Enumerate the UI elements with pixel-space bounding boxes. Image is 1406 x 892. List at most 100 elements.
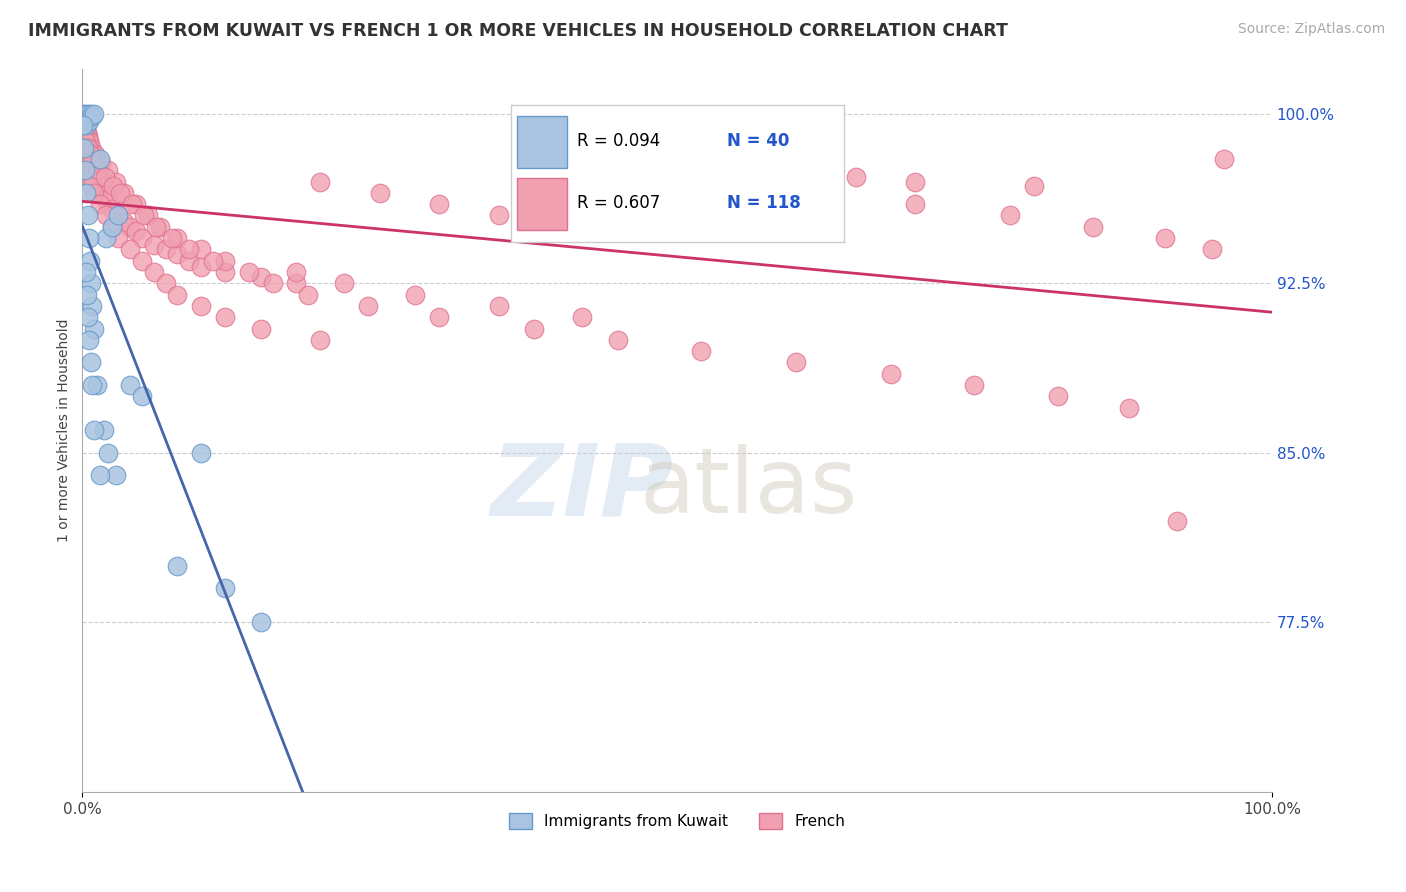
Point xyxy=(125,224,148,238)
Point xyxy=(1213,152,1236,166)
Point xyxy=(214,265,236,279)
Point xyxy=(149,219,172,234)
Point xyxy=(547,219,569,234)
Point xyxy=(262,277,284,291)
Point xyxy=(75,265,97,279)
Point xyxy=(77,129,100,144)
Point xyxy=(101,219,124,234)
Point xyxy=(214,582,236,596)
Point xyxy=(121,197,143,211)
Point xyxy=(79,134,101,148)
Point xyxy=(1046,389,1069,403)
Point xyxy=(297,287,319,301)
Point xyxy=(89,468,111,483)
Point xyxy=(80,378,103,392)
Point xyxy=(107,209,129,223)
Text: Source: ZipAtlas.com: Source: ZipAtlas.com xyxy=(1237,22,1385,37)
Point xyxy=(1022,179,1045,194)
Point xyxy=(75,163,97,178)
Point xyxy=(76,287,98,301)
Point xyxy=(72,107,94,121)
Text: atlas: atlas xyxy=(640,444,858,533)
Point xyxy=(427,197,450,211)
Point xyxy=(76,209,98,223)
Point xyxy=(73,129,96,144)
Point xyxy=(94,193,117,207)
Point xyxy=(155,243,177,257)
Point xyxy=(904,197,927,211)
Point xyxy=(214,253,236,268)
Point xyxy=(166,231,188,245)
Point xyxy=(118,378,141,392)
Point xyxy=(190,243,212,257)
Point xyxy=(134,209,156,223)
Point xyxy=(89,175,111,189)
Point xyxy=(77,310,100,325)
Point xyxy=(84,147,107,161)
Point xyxy=(142,265,165,279)
Point xyxy=(142,238,165,252)
Point xyxy=(73,141,96,155)
Point xyxy=(785,355,807,369)
Point xyxy=(83,156,105,170)
Point xyxy=(86,378,108,392)
Point xyxy=(76,112,98,126)
Point xyxy=(880,367,903,381)
Point xyxy=(79,253,101,268)
Point xyxy=(309,175,332,189)
Point xyxy=(488,299,510,313)
Point xyxy=(285,277,308,291)
Point xyxy=(202,253,225,268)
Point xyxy=(249,615,271,630)
Point xyxy=(125,197,148,211)
Point xyxy=(118,243,141,257)
Point xyxy=(118,219,141,234)
Point xyxy=(166,287,188,301)
Point xyxy=(190,299,212,313)
Point xyxy=(427,310,450,325)
Point xyxy=(101,202,124,216)
Point xyxy=(80,109,103,123)
Point xyxy=(689,344,711,359)
Point xyxy=(76,141,98,155)
Point xyxy=(166,247,188,261)
Point xyxy=(83,107,105,121)
Point xyxy=(110,186,132,200)
Point xyxy=(190,260,212,275)
Point xyxy=(357,299,380,313)
Point xyxy=(725,156,748,170)
Point xyxy=(1118,401,1140,415)
Point xyxy=(904,175,927,189)
Point xyxy=(368,186,391,200)
Point xyxy=(190,446,212,460)
Point xyxy=(808,186,831,200)
Point xyxy=(249,321,271,335)
Point xyxy=(179,253,201,268)
Point xyxy=(179,243,201,257)
Point xyxy=(107,231,129,245)
Point xyxy=(112,186,135,200)
Point xyxy=(73,107,96,121)
Point xyxy=(83,186,105,200)
Point xyxy=(77,107,100,121)
Point xyxy=(76,125,98,139)
Point xyxy=(75,134,97,148)
Point xyxy=(488,209,510,223)
Point xyxy=(73,118,96,132)
Point xyxy=(404,287,426,301)
Point xyxy=(75,118,97,132)
Point xyxy=(80,141,103,155)
Point xyxy=(82,299,104,313)
Point xyxy=(309,333,332,347)
Point xyxy=(94,231,117,245)
Point xyxy=(1201,243,1223,257)
Y-axis label: 1 or more Vehicles in Household: 1 or more Vehicles in Household xyxy=(58,318,72,542)
Point xyxy=(1153,231,1175,245)
Point xyxy=(131,389,153,403)
Point xyxy=(104,468,127,483)
Point xyxy=(77,231,100,245)
Point xyxy=(107,209,129,223)
Point xyxy=(79,355,101,369)
Point xyxy=(103,179,125,194)
Point xyxy=(131,253,153,268)
